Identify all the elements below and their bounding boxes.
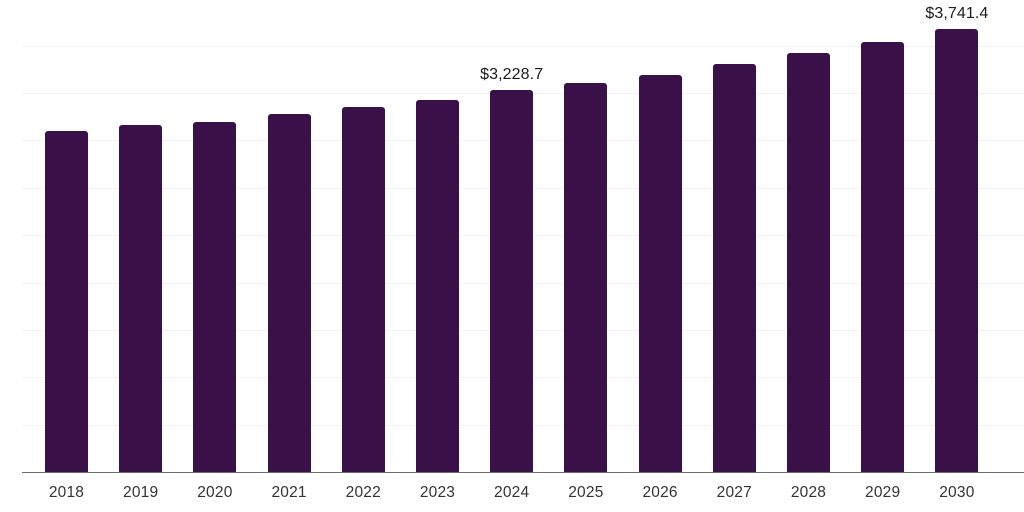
x-tick-label: 2018 xyxy=(48,484,85,501)
bar[interactable] xyxy=(712,63,756,472)
bar[interactable] xyxy=(119,124,163,472)
x-tick-label: 2023 xyxy=(419,484,456,501)
bar[interactable] xyxy=(638,74,682,472)
x-tick-label: 2021 xyxy=(271,484,307,501)
bar[interactable] xyxy=(787,52,830,472)
bar-value-label: $3,228.7 xyxy=(480,65,544,83)
bar[interactable] xyxy=(935,28,979,472)
x-tick-label: 2024 xyxy=(494,484,530,501)
x-tick-label: 2029 xyxy=(865,484,901,501)
bar[interactable] xyxy=(45,130,88,472)
bar[interactable] xyxy=(193,121,237,472)
bar[interactable] xyxy=(416,99,459,472)
x-tick-label: 2020 xyxy=(197,484,233,501)
x-tick-label: 2022 xyxy=(345,484,381,501)
bar[interactable] xyxy=(267,113,311,472)
bar-value-label: $3,741.4 xyxy=(925,4,989,22)
x-tick-label: 2028 xyxy=(790,484,827,501)
x-tick-label: 2026 xyxy=(642,484,678,501)
bar[interactable] xyxy=(341,106,385,472)
x-tick-label: 2027 xyxy=(716,484,752,501)
x-tick-label: 2019 xyxy=(123,484,159,501)
x-tick-label: 2025 xyxy=(568,484,604,501)
bar[interactable] xyxy=(564,82,608,472)
bar[interactable] xyxy=(490,89,534,472)
x-tick-label: 2030 xyxy=(939,484,975,501)
bar[interactable] xyxy=(861,41,905,472)
